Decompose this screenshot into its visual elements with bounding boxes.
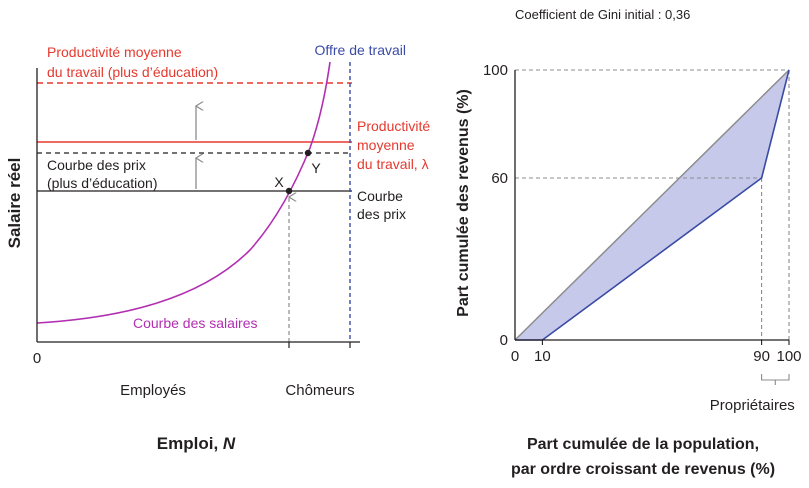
point-x (285, 187, 293, 195)
productivity-label-line3: du travail, λ (357, 156, 429, 172)
productivity-education-label-line1: Productivité moyenne (47, 44, 182, 60)
gini-title: Coefficient de Gini initial : 0,36 (515, 7, 690, 22)
productivity-education-label-line2: du travail (plus d’éducation) (47, 64, 218, 80)
wage-curve-label: Courbe des salaires (133, 315, 258, 331)
x-tick-label: 10 (534, 348, 551, 365)
x-axis-title: Emploi, N (157, 434, 236, 453)
y-tick-label: 0 (500, 332, 508, 349)
price-curve-label-line1: Courbe (357, 188, 403, 204)
price-curve-education-label-line2: (plus d’éducation) (47, 175, 158, 191)
point-y-label: Y (311, 160, 321, 176)
x-tick-label: 100 (776, 348, 801, 365)
x-tick-label: 0 (511, 348, 519, 365)
productivity-label-line1: Productivité (357, 118, 430, 134)
labour-supply-label: Offre de travail (314, 42, 406, 58)
lorenz-plot-area: 0 10 90 100 0 60 100 Propriétaires (483, 62, 802, 414)
lorenz-x-axis-title-line2: par ordre croissant de revenus (%) (511, 461, 775, 478)
point-y (304, 149, 312, 157)
equality-line (514, 69, 790, 341)
x-axis-title-text: Emploi, (157, 434, 223, 453)
x-tick-label: 90 (753, 348, 770, 365)
productivity-label-line2: moyenne (357, 137, 415, 153)
price-curve-education-label-line1: Courbe des prix (47, 157, 146, 173)
wage-curve (36, 61, 331, 324)
lorenz-x-axis-title-line1: Part cumulée de la population, (527, 436, 759, 453)
point-x-label: X (274, 174, 284, 190)
y-tick-label: 100 (483, 62, 508, 79)
employed-region-label: Employés (120, 382, 186, 399)
y-tick-label: 60 (491, 170, 508, 187)
labour-market-diagram: X Y Productivité moyenne du travail (plu… (5, 42, 430, 453)
unemployed-region-label: Chômeurs (285, 382, 354, 399)
x-axis-title-variable: N (223, 434, 236, 453)
owners-bracket (761, 374, 790, 385)
lorenz-chart: Coefficient de Gini initial : 0,36 0 10 90… (455, 7, 802, 478)
lorenz-y-axis-title: Part cumulée des revenus (%) (455, 89, 472, 317)
x-tick-label-zero: 0 (33, 350, 41, 367)
owners-label: Propriétaires (710, 397, 795, 414)
price-curve-label-line2: des prix (357, 206, 406, 222)
y-axis-title: Salaire réel (5, 158, 24, 249)
